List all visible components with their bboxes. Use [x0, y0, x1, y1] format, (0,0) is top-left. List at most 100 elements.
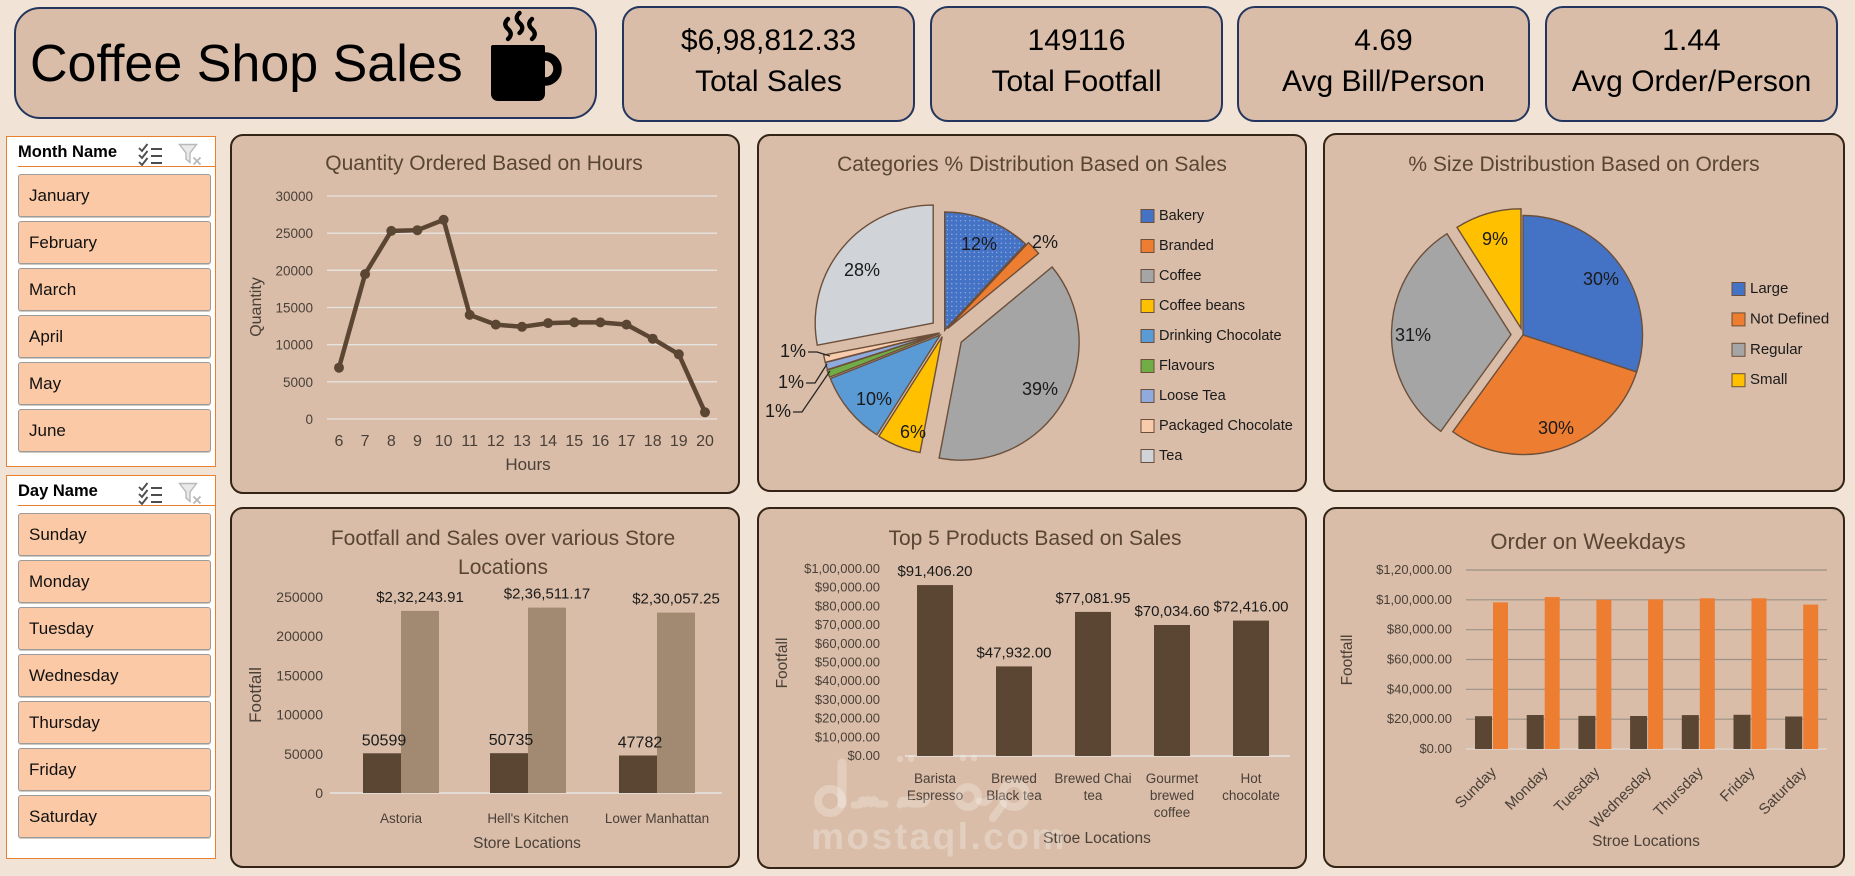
svg-text:2%: 2%	[1031, 232, 1057, 252]
svg-text:Large: Large	[1750, 280, 1788, 297]
svg-text:7: 7	[360, 433, 369, 450]
svg-text:Lower Manhattan: Lower Manhattan	[604, 811, 708, 826]
svg-text:11: 11	[461, 433, 478, 450]
svg-text:$77,081.95: $77,081.95	[1055, 589, 1130, 606]
svg-text:Espresso: Espresso	[906, 788, 962, 803]
svg-text:Barista: Barista	[913, 771, 956, 786]
svg-text:25000: 25000	[275, 226, 313, 241]
svg-text:10: 10	[434, 433, 452, 450]
svg-text:Flavours: Flavours	[1159, 358, 1215, 374]
svg-text:coffee: coffee	[1153, 805, 1190, 820]
svg-text:50735: 50735	[488, 732, 533, 749]
svg-text:$30,000.00: $30,000.00	[814, 691, 879, 706]
svg-text:$1,00,000.00: $1,00,000.00	[1376, 591, 1452, 606]
svg-text:$50,000.00: $50,000.00	[814, 654, 879, 669]
svg-text:Thursday: Thursday	[1650, 763, 1707, 820]
svg-text:$90,000.00: $90,000.00	[814, 579, 879, 594]
svg-text:0: 0	[315, 785, 323, 801]
svg-text:Quantity Ordered Based on Hour: Quantity Ordered Based on Hours	[325, 152, 643, 175]
svg-text:5000: 5000	[282, 374, 312, 389]
svg-text:Bakery: Bakery	[1159, 208, 1205, 224]
svg-text:30%: 30%	[1582, 269, 1618, 289]
svg-text:17: 17	[617, 433, 635, 450]
svg-text:Footfall and Sales over variou: Footfall and Sales over various Store	[330, 527, 674, 550]
svg-text:$10,000.00: $10,000.00	[814, 729, 879, 744]
svg-text:$40,000.00: $40,000.00	[814, 673, 879, 688]
svg-text:47782: 47782	[617, 734, 662, 751]
svg-text:Astoria: Astoria	[379, 811, 422, 826]
svg-text:$80,000.00: $80,000.00	[1386, 621, 1451, 636]
svg-text:Branded: Branded	[1159, 238, 1214, 254]
svg-text:$2,36,511.17: $2,36,511.17	[503, 585, 589, 602]
svg-text:$72,416.00: $72,416.00	[1213, 598, 1288, 615]
svg-text:Hot: Hot	[1240, 771, 1261, 786]
svg-text:Tuesday: Tuesday	[1550, 763, 1603, 816]
svg-text:Packaged Chocolate: Packaged Chocolate	[1159, 418, 1293, 434]
svg-text:15: 15	[565, 433, 583, 450]
svg-text:200000: 200000	[276, 628, 323, 644]
svg-text:100000: 100000	[276, 706, 323, 722]
svg-text:% Size Distribustion Based on: % Size Distribustion Based on Orders	[1408, 153, 1759, 176]
svg-text:tea: tea	[1083, 788, 1102, 803]
svg-text:50000: 50000	[284, 745, 323, 761]
svg-text:30000: 30000	[275, 189, 313, 204]
svg-text:Locations: Locations	[458, 556, 548, 579]
svg-text:16: 16	[591, 433, 609, 450]
svg-text:$40,000.00: $40,000.00	[1386, 681, 1451, 696]
svg-text:10%: 10%	[855, 389, 891, 409]
svg-text:0: 0	[305, 412, 313, 427]
svg-text:1%: 1%	[777, 372, 803, 392]
svg-text:1%: 1%	[779, 341, 805, 361]
svg-text:150000: 150000	[276, 667, 323, 683]
svg-text:10000: 10000	[275, 337, 313, 352]
svg-text:28%: 28%	[843, 260, 879, 280]
svg-text:39%: 39%	[1021, 379, 1057, 399]
svg-text:$91,406.20: $91,406.20	[897, 563, 972, 580]
svg-text:$2,30,057.25: $2,30,057.25	[632, 590, 720, 607]
svg-text:Gourmet: Gourmet	[1145, 771, 1198, 786]
svg-text:Drinking Chocolate: Drinking Chocolate	[1159, 328, 1282, 344]
svg-text:Quantity: Quantity	[248, 277, 265, 337]
svg-text:20: 20	[696, 433, 714, 450]
svg-text:$70,000.00: $70,000.00	[814, 617, 879, 632]
svg-text:Friday: Friday	[1716, 763, 1758, 805]
svg-text:Tea: Tea	[1159, 448, 1183, 464]
svg-text:$60,000.00: $60,000.00	[814, 635, 879, 650]
svg-text:$20,000.00: $20,000.00	[814, 710, 879, 725]
svg-text:9: 9	[412, 433, 421, 450]
svg-text:$1,20,000.00: $1,20,000.00	[1376, 562, 1452, 577]
svg-text:$60,000.00: $60,000.00	[1386, 651, 1451, 666]
svg-text:Not Defined: Not Defined	[1750, 310, 1829, 327]
svg-text:Loose Tea: Loose Tea	[1159, 388, 1227, 404]
svg-text:14: 14	[539, 433, 557, 450]
svg-text:Hours: Hours	[505, 455, 550, 474]
svg-text:$1,00,000.00: $1,00,000.00	[804, 561, 880, 576]
svg-text:50599: 50599	[361, 732, 406, 749]
svg-text:$20,000.00: $20,000.00	[1386, 711, 1451, 726]
svg-text:Store Locations: Store Locations	[473, 835, 581, 852]
svg-text:6%: 6%	[899, 422, 925, 442]
svg-text:$2,32,243.91: $2,32,243.91	[376, 588, 464, 605]
svg-text:Footfall: Footfall	[246, 667, 265, 723]
svg-text:Brewed: Brewed	[991, 771, 1037, 786]
svg-text:$0.00: $0.00	[1419, 741, 1452, 756]
svg-text:chocolate: chocolate	[1222, 788, 1280, 803]
svg-text:$80,000.00: $80,000.00	[814, 598, 879, 613]
svg-text:Footfall: Footfall	[774, 637, 791, 688]
svg-text:$47,932.00: $47,932.00	[976, 644, 1051, 661]
svg-text:$0.00: $0.00	[847, 748, 880, 763]
svg-text:Monday: Monday	[1501, 763, 1551, 813]
svg-text:1%: 1%	[764, 401, 790, 421]
svg-text:Categories % Distribution Base: Categories % Distribution Based on Sales	[837, 153, 1227, 176]
svg-text:18: 18	[643, 433, 661, 450]
svg-text:Small: Small	[1750, 371, 1788, 388]
svg-text:Regular: Regular	[1750, 340, 1803, 357]
svg-text:Stroe Locations: Stroe Locations	[1592, 833, 1700, 850]
svg-text:Black tea: Black tea	[986, 788, 1042, 803]
svg-text:12: 12	[486, 433, 504, 450]
svg-text:19: 19	[669, 433, 687, 450]
svg-text:15000: 15000	[275, 300, 313, 315]
svg-text:Footfall: Footfall	[1339, 634, 1356, 685]
svg-text:$70,034.60: $70,034.60	[1134, 603, 1209, 620]
svg-text:12%: 12%	[960, 234, 996, 254]
